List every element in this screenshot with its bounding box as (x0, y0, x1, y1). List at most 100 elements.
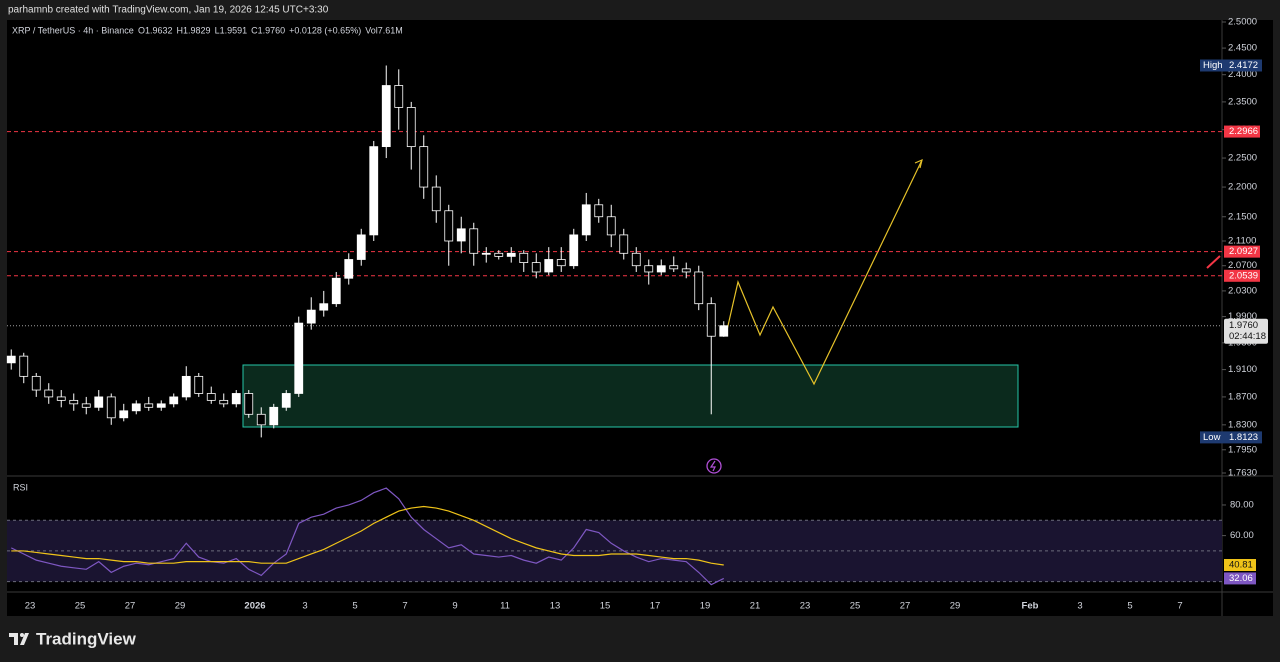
candle-body (506, 252, 516, 257)
last-price-tag (1224, 318, 1268, 344)
x-tick-label: Feb (1022, 601, 1039, 612)
candle-body (269, 406, 279, 426)
y-tick-label: 1.8300 (1228, 419, 1257, 430)
footer (0, 617, 1280, 662)
x-tick-label: 7 (1177, 601, 1182, 612)
candle-body (6, 355, 16, 364)
candle-body (231, 393, 241, 405)
candle-body (206, 393, 216, 401)
x-tick-label: 7 (402, 601, 407, 612)
candle-body (194, 375, 204, 394)
y-tick-label: 1.8700 (1228, 391, 1257, 402)
high-tag-box (1200, 59, 1262, 72)
ohlc-legend: O1.9632 H1.9829 L1.9591 C1.9760 +0.0128 (+0.… (138, 25, 403, 35)
x-tick-label: 29 (950, 601, 961, 612)
candle-body (494, 252, 504, 257)
x-tick-label: 15 (600, 601, 611, 612)
candle-body (281, 393, 291, 408)
rsi-last-label: 32.06 (1229, 573, 1253, 584)
candle-body (569, 234, 579, 267)
low-tag: Low (1203, 432, 1221, 443)
countdown: 02:44:18 (1229, 331, 1266, 342)
level-tag (1224, 245, 1260, 258)
candle-body (606, 216, 616, 236)
rsi-last-label: 40.81 (1229, 560, 1253, 571)
candle-body (181, 375, 191, 398)
candle-body (531, 262, 541, 273)
projection-path (726, 159, 923, 386)
candle-body (356, 234, 366, 260)
level-label: 2.0927 (1229, 246, 1258, 257)
demand-zone (242, 364, 1019, 428)
y-tick-label: 1.7950 (1228, 444, 1257, 455)
x-tick-label: 23 (800, 601, 811, 612)
candle-body (169, 396, 179, 405)
chart-area (7, 20, 1273, 616)
plot (6, 21, 1226, 586)
event-icon[interactable] (706, 458, 722, 474)
y-tick-label: 2.3500 (1228, 96, 1257, 107)
candle-body (244, 393, 254, 415)
rsi-last-tag (1224, 572, 1256, 585)
candle-body (681, 268, 691, 273)
brand[interactable]: TradingView (36, 629, 137, 648)
candle-body (381, 85, 391, 148)
low-tag-box (1200, 431, 1262, 444)
candle-body (106, 396, 116, 419)
y-tick-label: 2.1100 (1228, 236, 1256, 247)
x-tick-label: 17 (650, 601, 661, 612)
candle-body (394, 85, 404, 108)
rsi-last-tag (1224, 559, 1256, 572)
candle-body (94, 396, 104, 408)
rsi-line (11, 505, 724, 566)
x-tick-label: 9 (452, 601, 457, 612)
x-tick-label: 5 (1127, 601, 1132, 612)
y-tick-label: 2.2500 (1228, 153, 1257, 164)
candle-body (119, 410, 129, 419)
candle-body (694, 271, 704, 305)
candle-body (319, 303, 329, 311)
candle-body (219, 399, 229, 405)
high-tag: High (1203, 60, 1223, 71)
ohlc-value: L1.9591 (215, 25, 248, 35)
x-tick-label: 13 (550, 601, 561, 612)
y-tick-label: 2.1500 (1228, 211, 1257, 222)
candle-body (556, 259, 566, 267)
y-tick-label: 2.2000 (1228, 182, 1257, 193)
level-label: 2.0539 (1229, 270, 1258, 281)
symbol: XRP / TetherUS · 4h · Binance (12, 25, 134, 35)
level-label: 2.2966 (1229, 126, 1258, 137)
x-tick-label: 3 (302, 601, 307, 612)
candle-body (131, 403, 141, 412)
candle-body (306, 309, 316, 324)
candle-body (156, 403, 166, 408)
high-value: 2.4172 (1229, 60, 1258, 71)
x-tick-label: 27 (125, 601, 136, 612)
candle-body (19, 355, 29, 377)
level-tag (1224, 125, 1260, 138)
projection-arrowhead (914, 158, 923, 169)
level-tag (1224, 269, 1260, 282)
candle-body (519, 252, 529, 263)
candle-body (594, 204, 604, 218)
x-tick-label: 5 (352, 601, 357, 612)
rsi-line (10, 487, 725, 586)
x-tick-label: 29 (175, 601, 186, 612)
ohlc-value: H1.9829 (177, 25, 211, 35)
candle-body (419, 146, 429, 188)
candle-body (331, 277, 341, 305)
y-tick-label: 2.4000 (1228, 69, 1257, 80)
candle-body (256, 413, 266, 426)
x-tick-label: 2026 (244, 601, 265, 612)
alert-pointer (1206, 255, 1221, 269)
candle-body (31, 375, 41, 391)
candle-body (406, 107, 416, 148)
y-tick-label: 1.9900 (1228, 311, 1257, 322)
candle-body (456, 228, 466, 242)
ohlc-value: C1.9760 (251, 25, 285, 35)
y-tick-label: 2.0300 (1228, 285, 1257, 296)
candle-body (481, 252, 491, 255)
y-tick-label: 1.9100 (1228, 364, 1257, 375)
candle-body (69, 399, 79, 405)
